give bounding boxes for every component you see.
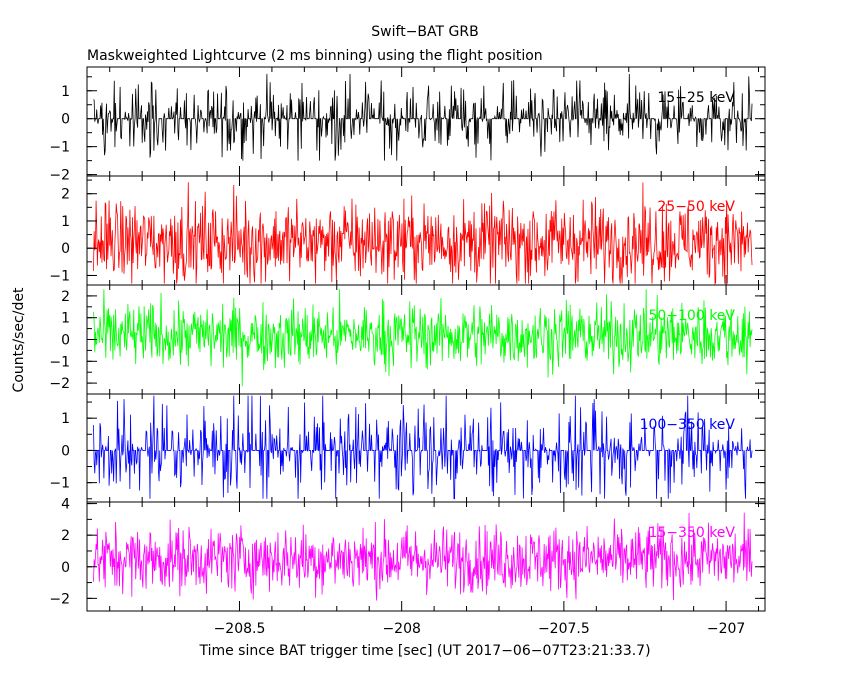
x-tick-label: −207.5 bbox=[538, 621, 590, 637]
y-tick-label: 0 bbox=[61, 560, 70, 576]
chart-subtitle: Maskweighted Lightcurve (2 ms binning) u… bbox=[87, 48, 543, 64]
panel-frame bbox=[86, 393, 766, 503]
y-tick-label: 1 bbox=[61, 311, 70, 327]
y-tick-label: 2 bbox=[61, 528, 70, 544]
x-tick-label: −208 bbox=[382, 621, 420, 637]
panel-3: −2 −1 0 1 2 50−100 keV bbox=[49, 284, 766, 395]
y-tick-label: 2 bbox=[61, 187, 70, 203]
y-tick-label: −2 bbox=[49, 376, 70, 392]
y-tick-label: 0 bbox=[61, 333, 70, 349]
panel-4: −1 0 1 100−350 keV bbox=[49, 393, 766, 503]
band-label-3: 50−100 keV bbox=[648, 308, 735, 324]
band-label-4: 100−350 keV bbox=[640, 417, 736, 433]
y-tick-label: 1 bbox=[61, 214, 70, 230]
y-tick-label: −1 bbox=[49, 476, 70, 492]
series-line-4 bbox=[93, 395, 753, 500]
x-tick-label: −207 bbox=[707, 621, 745, 637]
panel-frame bbox=[86, 501, 766, 612]
y-tick-label: −1 bbox=[49, 140, 70, 156]
y-tick-label: 0 bbox=[61, 112, 70, 128]
y-tick-label: 1 bbox=[61, 84, 70, 100]
band-label-1: 15−25 keV bbox=[657, 90, 735, 106]
y-tick-label: 2 bbox=[61, 289, 70, 305]
y-tick-label: −1 bbox=[49, 268, 70, 284]
band-label-5: 15−350 keV bbox=[648, 525, 735, 541]
y-tick-label: −2 bbox=[49, 168, 70, 184]
y-tick-label: 0 bbox=[61, 443, 70, 459]
panel-2: −1 0 1 2 25−50 keV bbox=[49, 175, 766, 286]
chart-title: Swift−BAT GRB bbox=[371, 24, 478, 40]
band-label-2: 25−50 keV bbox=[657, 199, 735, 215]
series-line-5 bbox=[93, 512, 753, 601]
y-tick-label: −2 bbox=[49, 591, 70, 607]
y-tick-label: 1 bbox=[61, 411, 70, 427]
series-line-3 bbox=[93, 289, 753, 387]
y-tick-label: −1 bbox=[49, 354, 70, 370]
y-tick-label: 4 bbox=[61, 497, 70, 513]
y-tick-label: 0 bbox=[61, 241, 70, 257]
x-tick-label: −208.5 bbox=[214, 621, 266, 637]
panel-5: −2 0 2 4 15−350 keV bbox=[49, 497, 766, 612]
panels-group: −2 −1 0 1 15−25 keV −1 0 1 2 25−50 keV −2 −1 0 1 2 50−1… bbox=[49, 66, 766, 637]
x-axis-label: Time since BAT trigger time [sec] (UT 20… bbox=[198, 643, 650, 659]
series-line-2 bbox=[93, 182, 753, 285]
y-axis-label: Counts/sec/det bbox=[11, 287, 27, 392]
series-line-1 bbox=[93, 73, 753, 161]
panel-1: −2 −1 0 1 15−25 keV bbox=[49, 66, 766, 184]
